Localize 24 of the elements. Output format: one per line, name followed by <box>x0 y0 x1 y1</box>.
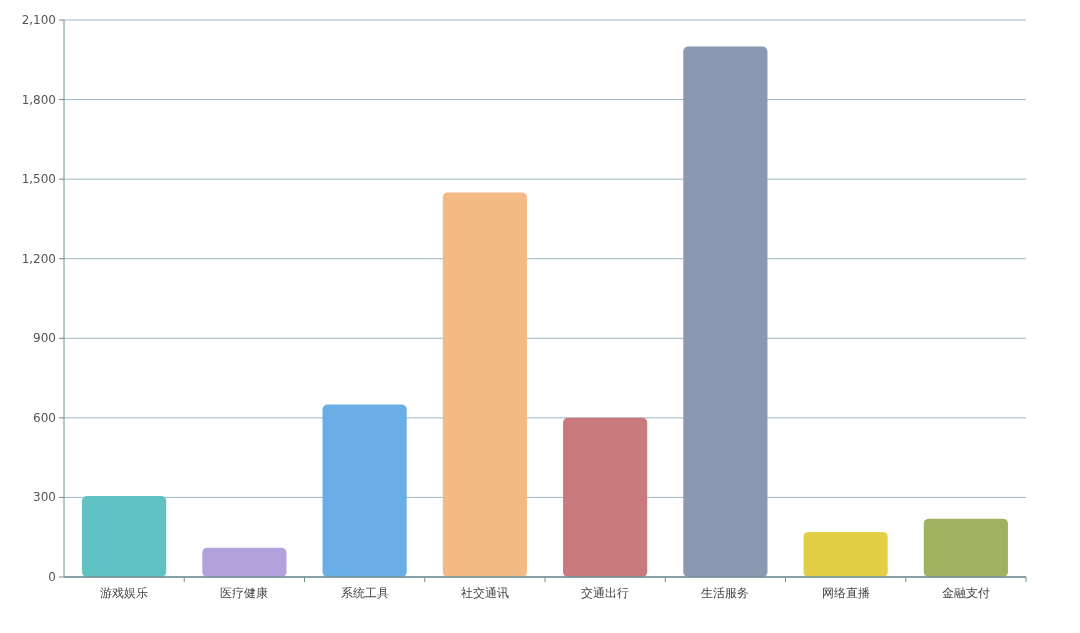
bar <box>563 417 648 577</box>
x-tick-label: 医疗健康 <box>220 586 269 600</box>
y-tick-label: 1,500 <box>21 172 56 187</box>
x-tick-label: 交通出行 <box>581 586 630 600</box>
bar <box>923 518 1008 577</box>
bar <box>803 531 888 577</box>
y-tick-label: 1,200 <box>21 251 56 266</box>
y-tick-label: 2,100 <box>21 13 56 27</box>
y-tick-label: 1,800 <box>21 92 56 107</box>
y-tick-label: 300 <box>33 490 56 505</box>
bar <box>202 547 287 577</box>
x-tick-label: 金融支付 <box>941 586 990 600</box>
x-tick-label: 生活服务 <box>701 586 750 600</box>
y-tick-label: 900 <box>33 331 56 346</box>
y-tick-label: 600 <box>33 410 56 425</box>
x-tick-label: 游戏娱乐 <box>100 586 149 600</box>
y-tick-label: 0 <box>48 570 56 584</box>
x-tick-label: 社交通讯 <box>460 586 509 600</box>
bar <box>82 496 167 577</box>
x-tick-label: 系统工具 <box>340 586 389 600</box>
bar <box>442 192 527 577</box>
bar <box>683 46 768 577</box>
bar <box>322 404 407 577</box>
x-tick-label: 网络直播 <box>821 586 870 600</box>
